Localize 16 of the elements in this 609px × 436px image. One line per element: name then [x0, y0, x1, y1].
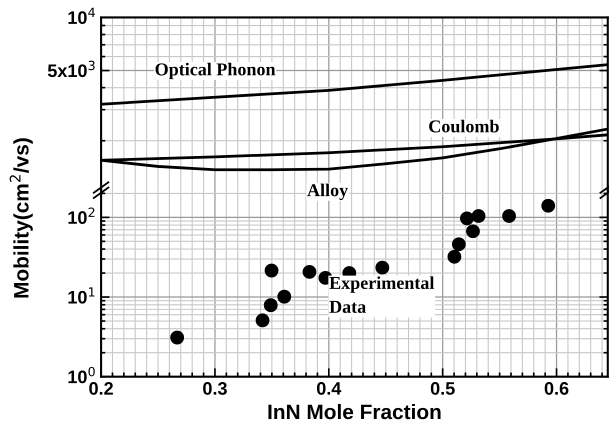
y-axis-title: Mobility(cm$^{2}$/vs) — [10, 138, 33, 298]
x-tick-label: 0.5 — [430, 382, 455, 395]
y-tick-label: 10$^{1}$ — [68, 287, 94, 304]
y-tick-label: 10$^{0}$ — [68, 366, 95, 384]
x-tick-label: 0.4 — [316, 382, 342, 395]
x-axis-title: InN Mole Fraction — [268, 404, 441, 420]
series-label: Coulomb — [429, 120, 499, 132]
y-tick-label: 10$^{4}$ — [68, 8, 95, 24]
x-tick-label: 0.6 — [544, 382, 568, 395]
series-label: Alloy — [307, 184, 348, 200]
series-label: Experimental Data — [329, 276, 434, 313]
x-tick-label: 0.2 — [89, 382, 113, 395]
y-tick-label: 10$^{2}$ — [68, 207, 94, 224]
series-label: Optical Phonon — [156, 62, 276, 80]
y-tick-label: 5x10$^{3}$ — [48, 60, 95, 78]
x-tick-label: 0.3 — [203, 382, 227, 395]
